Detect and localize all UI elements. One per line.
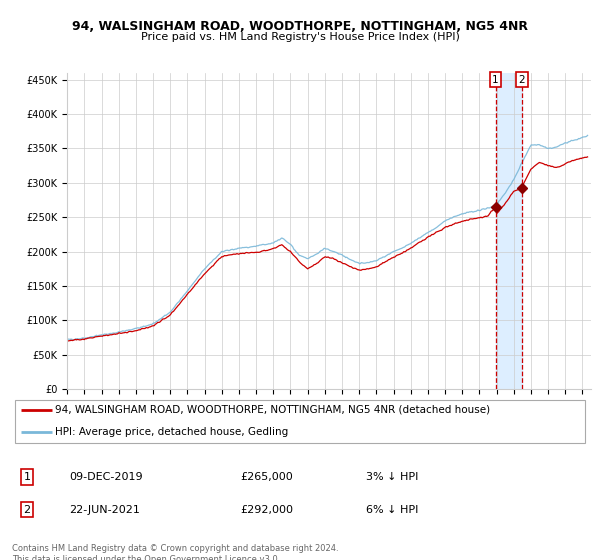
Text: Contains HM Land Registry data © Crown copyright and database right 2024.
This d: Contains HM Land Registry data © Crown c…	[12, 544, 338, 560]
FancyBboxPatch shape	[15, 400, 585, 443]
Text: 2: 2	[23, 505, 31, 515]
Text: 1: 1	[492, 74, 499, 85]
Text: 09-DEC-2019: 09-DEC-2019	[69, 472, 143, 482]
Text: Price paid vs. HM Land Registry's House Price Index (HPI): Price paid vs. HM Land Registry's House …	[140, 32, 460, 42]
Text: 94, WALSINGHAM ROAD, WOODTHORPE, NOTTINGHAM, NG5 4NR (detached house): 94, WALSINGHAM ROAD, WOODTHORPE, NOTTING…	[55, 404, 490, 414]
Text: £292,000: £292,000	[240, 505, 293, 515]
Bar	[496, 73, 522, 389]
Text: HPI: Average price, detached house, Gedling: HPI: Average price, detached house, Gedl…	[55, 427, 289, 437]
Text: 22-JUN-2021: 22-JUN-2021	[69, 505, 140, 515]
Text: 94, WALSINGHAM ROAD, WOODTHORPE, NOTTINGHAM, NG5 4NR: 94, WALSINGHAM ROAD, WOODTHORPE, NOTTING…	[72, 20, 528, 32]
Text: 1: 1	[23, 472, 31, 482]
Text: 3% ↓ HPI: 3% ↓ HPI	[366, 472, 418, 482]
Text: 6% ↓ HPI: 6% ↓ HPI	[366, 505, 418, 515]
Text: £265,000: £265,000	[240, 472, 293, 482]
Text: 2: 2	[518, 74, 525, 85]
